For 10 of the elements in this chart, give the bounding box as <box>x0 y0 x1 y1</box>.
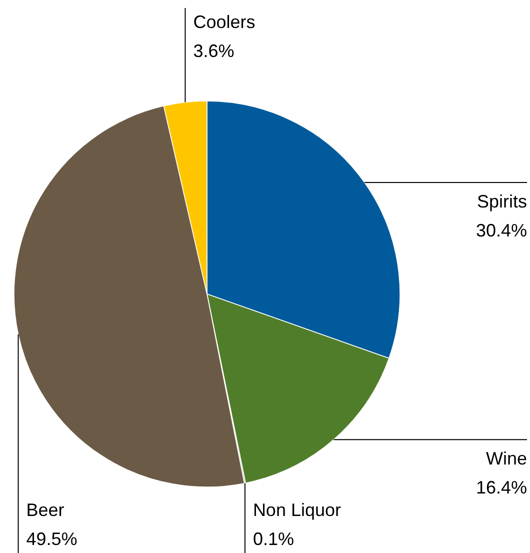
slice-label: Wine <box>486 448 527 469</box>
slice-label: Non Liquor <box>252 500 342 520</box>
data-label: 0.1% <box>252 529 294 549</box>
data-label: 16.4% <box>476 478 527 498</box>
slice-label: Coolers <box>193 12 256 32</box>
data-label: 49.5% <box>26 529 78 549</box>
slice-label: Beer <box>26 500 64 520</box>
slice-label: Spirits <box>476 192 527 212</box>
data-label: 30.4% <box>476 220 527 241</box>
data-label: 3.6% <box>193 41 234 61</box>
